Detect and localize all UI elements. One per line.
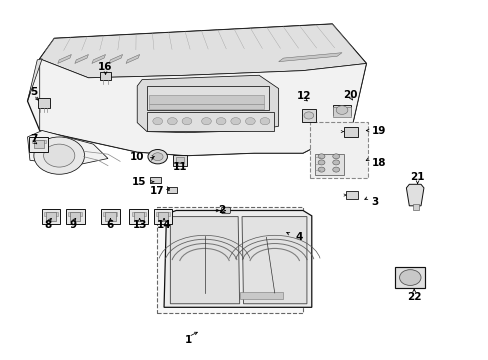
Bar	[157, 207, 303, 313]
Text: 6: 6	[106, 220, 114, 230]
Text: 2: 2	[217, 206, 224, 216]
Circle shape	[399, 270, 420, 285]
Bar	[103, 212, 117, 216]
Bar	[158, 212, 168, 221]
Circle shape	[332, 160, 339, 165]
Text: 1: 1	[184, 334, 192, 345]
Text: 5: 5	[30, 87, 38, 97]
Circle shape	[318, 167, 325, 172]
Text: 22: 22	[406, 292, 421, 302]
Bar	[332, 107, 350, 117]
Bar	[176, 157, 184, 163]
Polygon shape	[163, 211, 311, 307]
Bar	[315, 154, 344, 175]
Circle shape	[216, 118, 225, 125]
Bar	[133, 212, 143, 221]
Polygon shape	[75, 54, 88, 63]
Circle shape	[153, 118, 162, 125]
Bar	[310, 122, 367, 178]
Circle shape	[332, 167, 339, 172]
Bar	[147, 86, 268, 110]
Polygon shape	[170, 217, 239, 304]
Bar	[32, 140, 45, 143]
Polygon shape	[27, 59, 42, 101]
Polygon shape	[92, 54, 105, 63]
Bar	[149, 95, 264, 104]
Polygon shape	[27, 24, 366, 156]
Text: 7: 7	[30, 134, 38, 144]
Circle shape	[34, 137, 84, 174]
Text: 8: 8	[45, 220, 52, 230]
Bar	[394, 267, 425, 288]
Bar	[154, 209, 172, 224]
Polygon shape	[58, 54, 71, 63]
Polygon shape	[40, 59, 366, 156]
Text: 20: 20	[343, 90, 357, 100]
Polygon shape	[137, 75, 278, 133]
Circle shape	[201, 118, 211, 125]
Circle shape	[167, 118, 177, 125]
Text: 19: 19	[371, 126, 386, 135]
Bar	[301, 109, 316, 122]
Text: 18: 18	[371, 158, 386, 168]
Circle shape	[318, 154, 325, 159]
Circle shape	[260, 118, 269, 125]
Polygon shape	[278, 53, 341, 62]
Bar	[101, 209, 120, 224]
Circle shape	[245, 118, 255, 125]
Bar	[38, 98, 50, 108]
Bar	[66, 209, 84, 224]
Bar	[156, 212, 170, 216]
Bar	[70, 212, 80, 221]
Text: 9: 9	[69, 220, 76, 230]
Circle shape	[335, 106, 347, 114]
Text: 16: 16	[98, 62, 113, 72]
FancyBboxPatch shape	[221, 207, 230, 214]
Circle shape	[304, 112, 313, 119]
Bar	[173, 155, 186, 166]
Bar	[333, 105, 350, 116]
Text: 13: 13	[132, 220, 146, 230]
Text: 12: 12	[296, 91, 310, 101]
Bar	[150, 177, 161, 183]
Polygon shape	[27, 131, 108, 166]
Text: 15: 15	[131, 177, 146, 187]
Bar	[345, 191, 357, 199]
Bar	[41, 209, 60, 224]
Bar	[100, 72, 111, 81]
Bar	[129, 209, 148, 224]
Bar	[343, 127, 357, 136]
Text: 17: 17	[149, 186, 163, 197]
Text: 11: 11	[173, 162, 187, 172]
Bar	[44, 212, 58, 216]
Bar	[412, 204, 418, 211]
Text: 4: 4	[295, 232, 303, 242]
Bar	[239, 292, 282, 299]
Bar	[167, 187, 177, 193]
Circle shape	[182, 118, 191, 125]
Bar	[149, 104, 264, 109]
Polygon shape	[242, 217, 306, 304]
Bar	[46, 212, 56, 221]
Bar	[131, 212, 145, 216]
Circle shape	[148, 149, 167, 164]
Bar	[68, 212, 82, 216]
Text: 14: 14	[157, 220, 171, 230]
Text: 3: 3	[370, 197, 378, 207]
Text: 10: 10	[130, 152, 144, 162]
Bar	[29, 136, 48, 152]
Polygon shape	[40, 24, 366, 78]
Circle shape	[318, 160, 325, 165]
Polygon shape	[109, 54, 122, 63]
Circle shape	[332, 154, 339, 159]
Circle shape	[230, 118, 240, 125]
Circle shape	[152, 153, 163, 161]
Polygon shape	[126, 54, 140, 63]
Bar	[105, 212, 115, 221]
Text: 21: 21	[409, 172, 424, 182]
Bar	[34, 140, 44, 148]
Bar	[147, 112, 273, 131]
Circle shape	[43, 144, 75, 167]
Polygon shape	[406, 184, 423, 206]
